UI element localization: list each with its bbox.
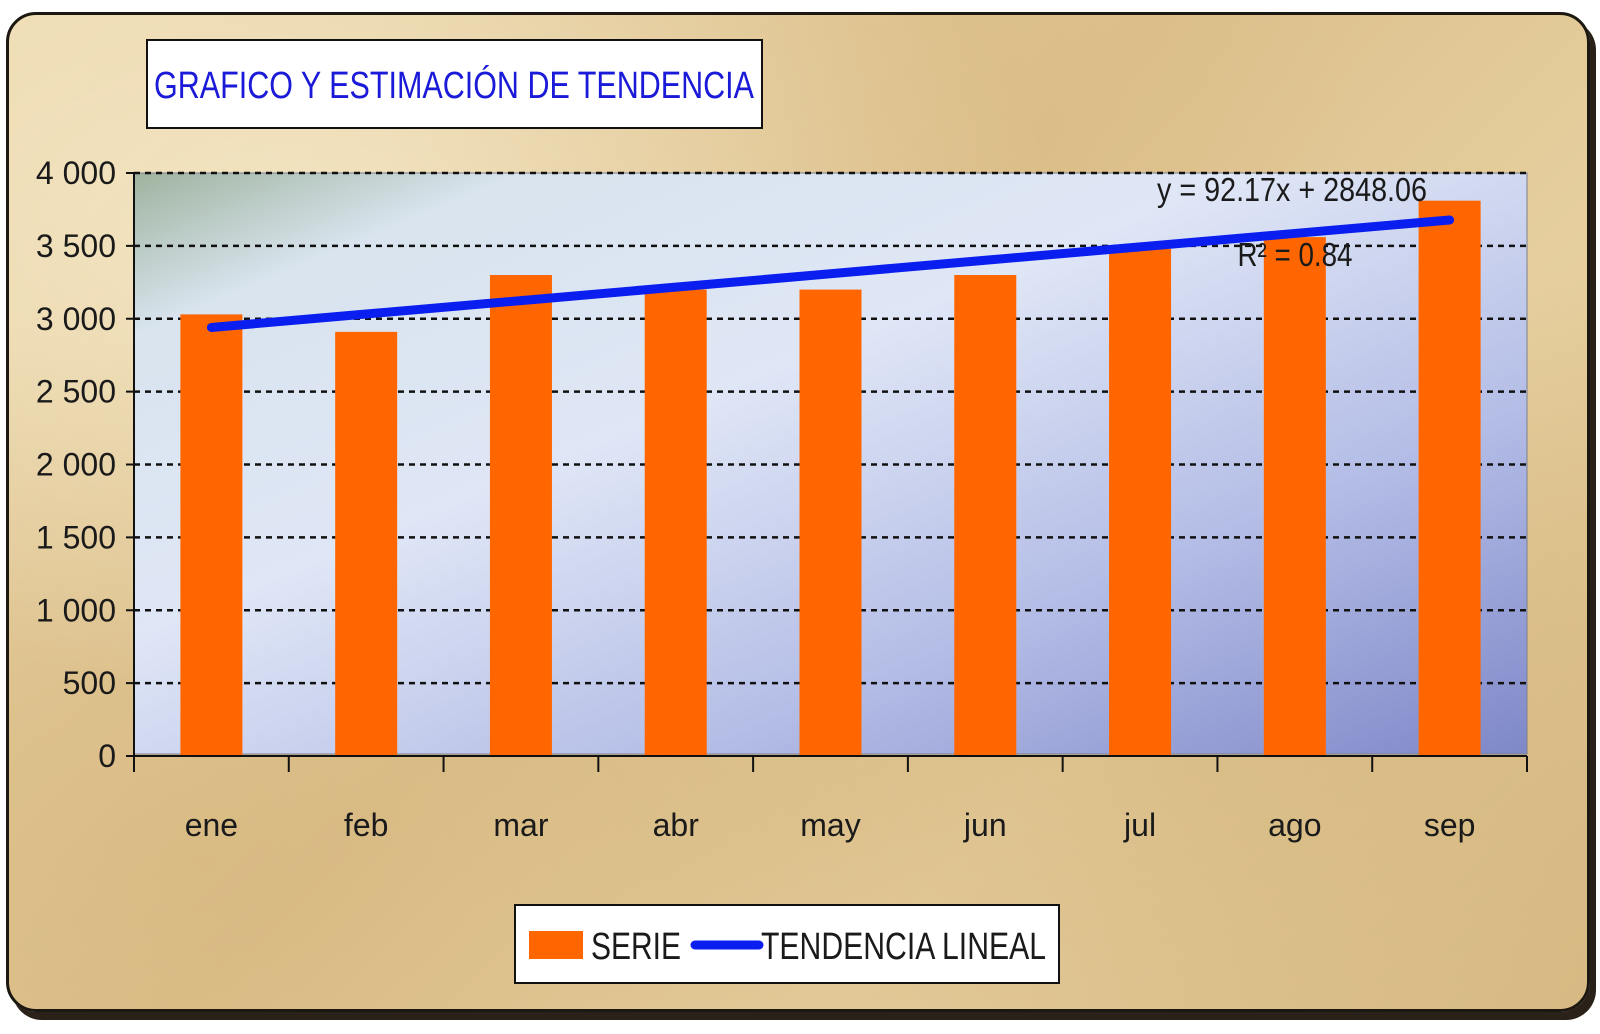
bar-ene xyxy=(180,314,243,756)
x-tick-label: feb xyxy=(344,807,388,843)
bar-feb xyxy=(335,331,398,756)
legend-label-serie: SERIE xyxy=(591,926,681,968)
y-ticks: 0 500 1 000 1 500 2 000 2 500 3 000 3 500 4 000 xyxy=(36,155,134,774)
x-tick-label: abr xyxy=(653,807,700,843)
x-tick-label: jul xyxy=(1123,807,1156,843)
x-tick-label: sep xyxy=(1424,807,1476,843)
x-tick-label: ene xyxy=(185,807,238,843)
y-tick-label: 1 500 xyxy=(36,519,116,555)
legend-box xyxy=(514,904,1060,984)
trend-point xyxy=(207,323,215,331)
bar-sep xyxy=(1418,200,1481,756)
bar-jul xyxy=(1109,248,1172,757)
chart-title: GRAFICO Y ESTIMACIÓN DE TENDENCIA xyxy=(154,64,755,107)
x-tick-label: jun xyxy=(963,807,1007,843)
y-tick-label: 2 000 xyxy=(36,447,116,483)
trend-point xyxy=(672,283,680,291)
x-tick-label: ago xyxy=(1268,807,1321,843)
trend-point xyxy=(517,297,525,305)
bars xyxy=(180,200,1481,757)
bar-mar xyxy=(489,275,552,756)
trend-point xyxy=(1136,243,1144,251)
chart-card: 0 500 1 000 1 500 2 000 2 500 3 000 3 500 4 000 … xyxy=(6,12,1590,1012)
y-tick-label: 500 xyxy=(63,665,116,701)
bar-may xyxy=(799,289,862,756)
trend-point xyxy=(362,310,370,318)
trend-layer xyxy=(206,215,1455,332)
trend-point xyxy=(1291,229,1299,237)
y-tick-label: 2 500 xyxy=(36,374,116,410)
trend-equation: y = 92.17x + 2848.06 xyxy=(1157,171,1427,208)
y-tick-label: 3 000 xyxy=(36,301,116,337)
x-ticks: ene feb mar abr may jun jul ago sep xyxy=(133,756,1528,843)
x-tick-label: mar xyxy=(493,807,548,843)
title-box xyxy=(146,39,763,129)
trend-r-squared: R² = 0.84 xyxy=(1238,236,1353,273)
bar-abr xyxy=(644,289,707,756)
y-tick-label: 0 xyxy=(98,738,116,774)
legend-label-trend: TENDENCIA LINEAL xyxy=(761,926,1046,968)
bar-jun xyxy=(954,275,1017,756)
legend-swatch-serie xyxy=(529,931,583,959)
trend-point xyxy=(981,256,989,264)
y-tick-label: 3 500 xyxy=(36,228,116,264)
trend-point xyxy=(1446,216,1454,224)
bar-ago xyxy=(1263,237,1326,756)
trend-point xyxy=(827,270,834,278)
y-tick-label: 1 000 xyxy=(36,592,116,628)
x-tick-label: may xyxy=(800,807,860,843)
y-tick-label: 4 000 xyxy=(36,155,116,191)
